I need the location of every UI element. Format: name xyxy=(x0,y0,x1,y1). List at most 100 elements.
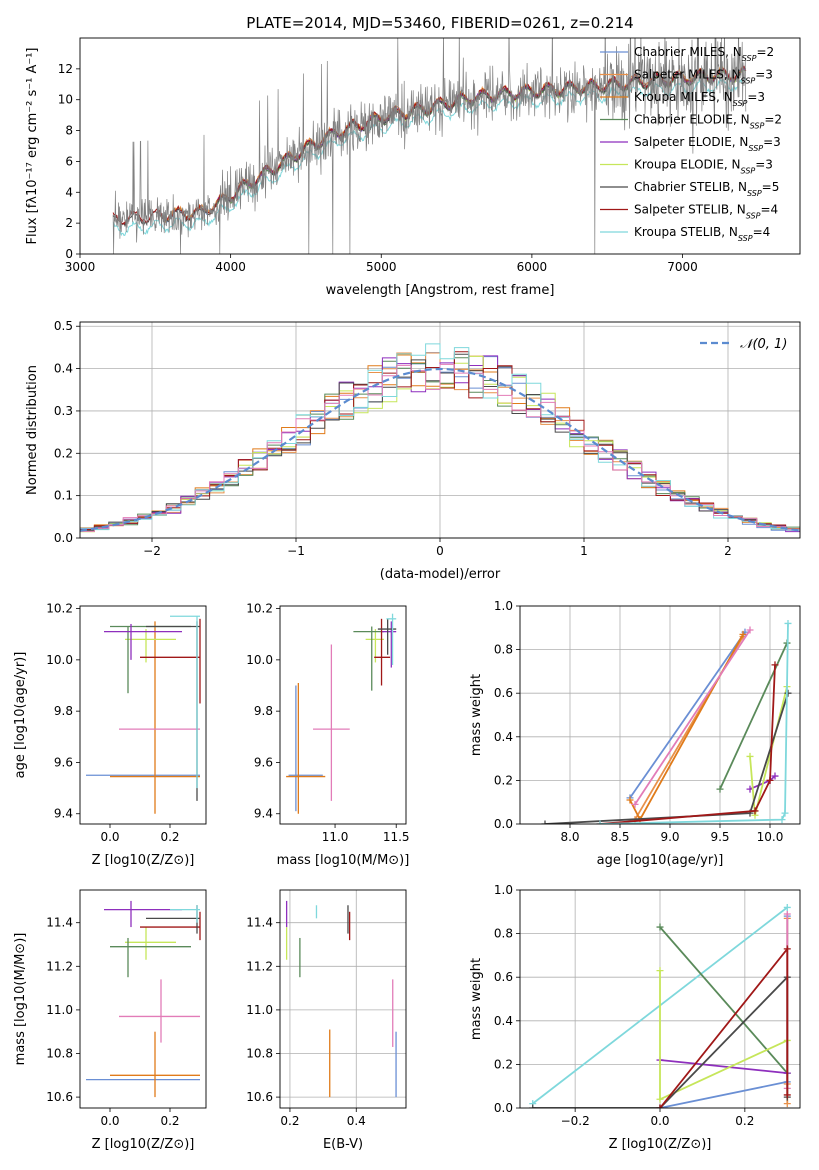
weight_vs_Z-axes: −0.2 0.0 0.2 0.0 0.2 0.4 0.6 0.8 1.0 xyxy=(494,883,800,1128)
weight-marker xyxy=(771,661,779,669)
y-tick-label: 9.8 xyxy=(254,704,273,718)
errorbar-point xyxy=(170,615,200,789)
weight-marker xyxy=(541,820,549,824)
weight-line xyxy=(659,926,788,1074)
residuals-legend: 𝒩(0, 1) xyxy=(700,337,787,352)
x-tick-label: 11.5 xyxy=(383,830,410,844)
mass_vs_ebv-frame xyxy=(279,889,407,1109)
weight-marker xyxy=(656,923,664,931)
legend-label: Chabrier MILES, NSSP=2 xyxy=(634,45,774,63)
x-tick-label: 8.0 xyxy=(560,830,579,844)
figure-title: PLATE=2014, MJD=53460, FIBERID=0261, z=0… xyxy=(246,14,633,32)
y-tick-label: 0 xyxy=(65,247,73,261)
x-tick-label: 2 xyxy=(724,544,732,558)
x-tick-label: 4000 xyxy=(215,260,246,274)
age_vs_mass-xlabel: mass [log10(M/M⊙)] xyxy=(277,853,410,868)
weight-marker xyxy=(746,626,754,634)
legend-label: 𝒩(0, 1) xyxy=(740,337,787,352)
weight-marker xyxy=(783,945,791,953)
weight-marker xyxy=(739,630,747,638)
spectrum-xlabel: wavelength [Angstrom, rest frame] xyxy=(326,283,555,298)
mass_vs_Z-ylabel: mass [log10(M/M⊙)] xyxy=(13,933,28,1066)
y-tick-label: 0.3 xyxy=(54,404,73,418)
x-tick-label: 11.0 xyxy=(322,830,349,844)
weight-marker xyxy=(626,796,634,804)
mass_vs_ebv-xlabel: E(B-V) xyxy=(323,1137,363,1152)
y-tick-label: 11.4 xyxy=(46,916,73,930)
legend-label: Chabrier ELODIE, NSSP=2 xyxy=(634,113,782,131)
y-tick-label: 0.6 xyxy=(494,686,513,700)
errorbar-point xyxy=(104,900,182,928)
x-tick-label: 0.2 xyxy=(280,1114,299,1128)
y-tick-label: 2 xyxy=(65,216,73,230)
spectrum-legend: Chabrier MILES, NSSP=2 Salpeter MILES, NS… xyxy=(600,45,782,243)
y-tick-label: 9.4 xyxy=(54,807,73,821)
spectrum-ylabel: Flux [fλ10⁻¹⁷ erg cm⁻² s⁻¹ A⁻¹] xyxy=(25,48,40,245)
residuals-axes: −2 −1 0 1 2 0.0 0.1 0.2 0.3 0.4 0.5 xyxy=(54,319,800,558)
weight-marker xyxy=(783,903,791,911)
x-tick-label: 0.0 xyxy=(100,1114,119,1128)
y-tick-label: 6 xyxy=(65,154,73,168)
x-tick-label: 8.5 xyxy=(610,830,629,844)
legend-label: Kroupa ELODIE, NSSP=3 xyxy=(634,158,773,176)
weight-marker xyxy=(766,776,774,784)
y-tick-label: 0.2 xyxy=(494,1057,513,1071)
legend-label: Salpeter STELIB, NSSP=4 xyxy=(634,203,778,221)
spectrum-data-line xyxy=(112,38,747,254)
mass_vs_ebv-axes: 0.2 0.4 10.6 10.8 11.0 11.2 11.4 xyxy=(246,890,406,1128)
age_vs_mass-frame xyxy=(279,605,407,825)
y-tick-label: 9.6 xyxy=(54,755,73,769)
x-tick-label: 10.0 xyxy=(757,830,784,844)
y-tick-label: 11.0 xyxy=(246,1003,273,1017)
y-tick-label: 10.6 xyxy=(46,1090,73,1104)
weight_vs_Z-ylabel: mass weight xyxy=(469,958,484,1040)
y-tick-label: 0.8 xyxy=(494,927,513,941)
weight-line xyxy=(599,664,776,824)
x-tick-label: 0.2 xyxy=(160,830,179,844)
x-tick-label: 9.5 xyxy=(710,830,729,844)
errorbar-point xyxy=(170,905,200,923)
age_vs_mass-axes: 11.0 11.5 9.4 9.6 9.8 10.0 10.2 xyxy=(246,602,409,844)
y-tick-label: 1.0 xyxy=(494,883,513,897)
y-tick-label: 1.0 xyxy=(494,599,513,613)
weight_vs_age-xlabel: age [log10(age/yr)] xyxy=(597,853,724,868)
weight-line xyxy=(659,946,789,1108)
y-tick-label: 0.1 xyxy=(54,489,73,503)
y-tick-label: 10.2 xyxy=(246,602,273,616)
y-tick-label: 10.0 xyxy=(246,653,273,667)
weight-line xyxy=(599,623,789,824)
weight-marker xyxy=(656,967,664,975)
x-tick-label: −1 xyxy=(287,544,305,558)
weight-marker xyxy=(784,689,792,697)
x-tick-label: 6000 xyxy=(517,260,548,274)
y-tick-label: 0.2 xyxy=(494,773,513,787)
weight-marker xyxy=(771,772,779,780)
x-tick-label: 3000 xyxy=(65,260,96,274)
mass_vs_Z-frame xyxy=(79,889,207,1109)
weight_vs_Z-xlabel: Z [log10(Z/Z⊙)] xyxy=(609,1137,712,1152)
errorbar-point xyxy=(381,621,397,668)
y-tick-label: 0.0 xyxy=(494,817,513,831)
y-tick-label: 9.4 xyxy=(254,807,273,821)
weight-marker xyxy=(783,910,791,918)
residuals-frame xyxy=(79,321,801,539)
y-tick-label: 0.6 xyxy=(494,970,513,984)
weight-marker xyxy=(656,1095,664,1103)
y-tick-label: 10 xyxy=(58,93,73,107)
x-tick-label: 0.0 xyxy=(100,830,119,844)
y-tick-label: 0.2 xyxy=(54,446,73,460)
normal-curve xyxy=(80,367,800,532)
errorbar-point xyxy=(104,623,182,660)
weight-marker xyxy=(529,1104,537,1108)
weight-line xyxy=(659,1059,788,1074)
mass_vs_Z-xlabel: Z [log10(Z/Z⊙)] xyxy=(92,1137,195,1152)
errorbar-point xyxy=(374,618,391,686)
weight-marker xyxy=(746,752,754,760)
errorbar-point xyxy=(125,927,176,960)
weight-line xyxy=(634,629,751,805)
age_vs_Z-ylabel: age [log10(age/yr)] xyxy=(13,652,28,779)
spectrum-axes: 3000 4000 5000 6000 7000 0 2 4 6 8 10 12 xyxy=(58,62,698,274)
y-tick-label: 4 xyxy=(65,185,73,199)
y-tick-label: 0.4 xyxy=(494,730,513,744)
